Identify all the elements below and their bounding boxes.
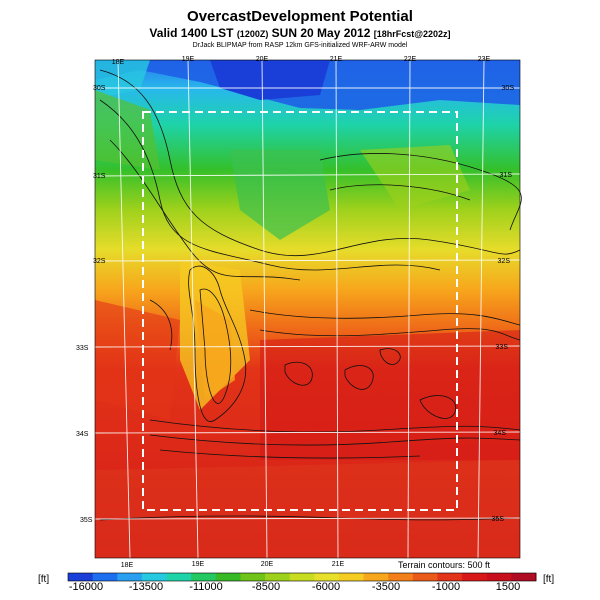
lon-label-top: 23E <box>478 56 491 63</box>
colorbar-tick-label: -13500 <box>129 581 163 593</box>
colorbar-ticks: -16000 -13500 -11000 -8500 -6000 -3500 -… <box>69 581 520 593</box>
colorbar-segment <box>462 573 488 581</box>
valid-time: Valid 1400 LST <box>149 26 234 40</box>
colorbar-segment <box>215 573 241 581</box>
lon-labels-bottom: 18E 19E 20E 21E <box>121 561 345 569</box>
map-frame <box>94 59 521 559</box>
lat-label-left: 33S <box>76 345 89 352</box>
lat-label-right: 31S <box>500 172 513 179</box>
lat-label-left: 34S <box>76 431 89 438</box>
colorbar-tick-label: -11000 <box>189 581 222 593</box>
colorbar-segment <box>92 573 118 581</box>
colorbar-segment <box>486 573 512 581</box>
colorbar-segment <box>363 573 389 581</box>
lat-label-left: 32S <box>93 258 106 265</box>
colorbar-segment <box>338 573 365 581</box>
colorbar-segment <box>511 573 537 581</box>
colorbar-segment <box>117 573 143 581</box>
lon-label-top: 22E <box>404 56 417 63</box>
graticule <box>94 59 521 559</box>
lat-label-right: 30S <box>502 85 515 92</box>
lon-label-bottom: 19E <box>192 561 205 568</box>
colorbar-segment <box>191 573 217 581</box>
colorbar-segment <box>289 573 315 581</box>
lon-label-top: 19E <box>182 56 195 63</box>
lon-labels-top: 18E 19E 20E 21E 22E 23E <box>112 56 491 66</box>
forecast-info: [18hrFcst@2202z] <box>373 29 451 39</box>
lat-labels-left: 30S 31S 32S 33S 34S 35S <box>76 85 106 524</box>
lat-label-right: 33S <box>496 344 509 351</box>
lon-label-bottom: 18E <box>121 562 134 569</box>
lon-label-top: 20E <box>256 56 269 63</box>
colorbar-tick-label: -1000 <box>432 581 460 593</box>
lat-label-left: 30S <box>93 85 106 92</box>
colorbar-unit-left: [ft] <box>38 574 50 585</box>
lat-label-right: 35S <box>492 516 505 523</box>
colorbar-segment <box>437 573 463 581</box>
colorbar-segment <box>265 573 291 581</box>
lon-label-bottom: 20E <box>261 561 274 568</box>
colorbar-frame <box>67 572 537 582</box>
colorbar-segment <box>166 573 192 581</box>
colorbar-tick-label: -6000 <box>312 581 340 593</box>
overcast-field <box>95 60 520 558</box>
colorbar-segment <box>240 573 266 581</box>
colorbar-segment <box>412 573 438 581</box>
colorbar-unit-right: [ft] <box>543 574 555 585</box>
colorbar-tick-label: -3500 <box>372 581 400 593</box>
colorbar-tick-label: -8500 <box>252 581 280 593</box>
colorbar-segment <box>388 573 414 581</box>
colorbar <box>67 572 537 582</box>
lat-label-right: 34S <box>494 430 507 437</box>
lat-labels-right: 30S 31S 32S 33S 34S 35S <box>492 85 515 523</box>
colorbar-segment <box>141 573 168 581</box>
colorbar-segment <box>314 573 340 581</box>
colorbar-segment <box>68 573 94 581</box>
colorbar-tick-label: -16000 <box>69 581 103 593</box>
colorbar-tick-label: 1500 <box>496 581 520 593</box>
model-credit: DrJack BLIPMAP from RASP 12km GFS-initia… <box>192 42 408 49</box>
valid-date: SUN 20 May 2012 <box>271 26 371 40</box>
lon-label-bottom: 21E <box>332 561 345 568</box>
lat-label-right: 32S <box>498 258 511 265</box>
map-title: OvercastDevelopment Potential <box>187 8 413 25</box>
lon-label-top: 21E <box>330 56 343 63</box>
utc-time: (1200Z) <box>236 29 269 39</box>
lon-label-top: 18E <box>112 59 125 66</box>
lat-label-left: 35S <box>80 517 93 524</box>
map-subtitle: Valid 1400 LST (1200Z) SUN 20 May 2012 [… <box>0 26 600 40</box>
terrain-contours-note: Terrain contours: 500 ft <box>398 560 491 570</box>
lat-label-left: 31S <box>93 173 106 180</box>
inner-domain-box <box>142 111 458 511</box>
